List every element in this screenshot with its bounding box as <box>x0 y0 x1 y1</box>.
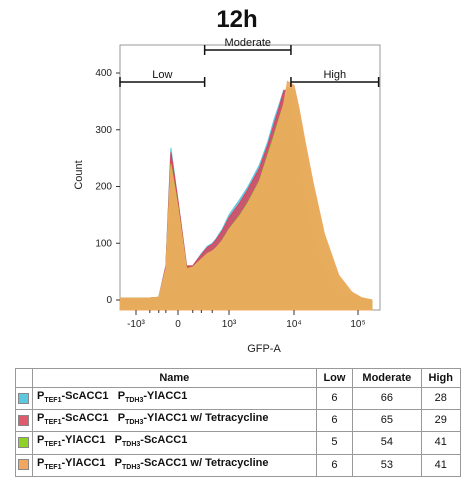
series-layer <box>119 80 373 311</box>
legend-swatch <box>18 437 29 449</box>
high-value: 41 <box>420 453 462 477</box>
strain-name: PTEF1-YlACC1 PTDH3-ScACC1 w/ Tetracyclin… <box>32 453 317 477</box>
table-header-row: Name Low Moderate High <box>15 368 462 388</box>
table-row: PTEF1-ScACC1 PTDH3-YlACC1 w/ Tetracyclin… <box>15 409 462 433</box>
high-value: 28 <box>420 386 462 411</box>
x-tick-label: 0 <box>175 319 181 330</box>
x-axis-label: GFP-A <box>247 343 281 355</box>
table-row: PTEF1-YlACC1 PTDH3-ScACC1 5 54 41 <box>15 431 462 455</box>
x-tick-label: 10³ <box>222 319 237 330</box>
promoter-1: P <box>37 456 45 469</box>
promoter-1: P <box>37 390 45 402</box>
low-value: 6 <box>315 409 354 433</box>
x-tick-label: -10³ <box>127 319 145 330</box>
moderate-value: 54 <box>352 431 422 455</box>
column-header-name: Name <box>32 368 317 388</box>
moderate-value: 66 <box>352 386 422 411</box>
x-tick-label: 10⁵ <box>350 319 365 330</box>
gene-1: -YlACC1 <box>61 456 115 469</box>
strain-name: PTEF1-ScACC1 PTDH3-YlACC1 w/ Tetracyclin… <box>32 409 317 433</box>
swatch-cell <box>15 453 33 477</box>
x-axis: -10³ 0 10³ 10⁴ 10⁵ <box>127 310 366 330</box>
y-tick-label: 400 <box>95 68 112 79</box>
column-header-low: Low <box>315 368 354 388</box>
column-header-moderate: Moderate <box>352 368 422 388</box>
gene-2: -YlACC1 <box>143 390 188 402</box>
low-value: 6 <box>315 453 354 477</box>
y-tick-label: 300 <box>95 125 112 136</box>
legend-swatch <box>18 392 29 404</box>
table-row: PTEF1-YlACC1 PTDH3-ScACC1 w/ Tetracyclin… <box>15 453 462 477</box>
x-tick-label: 10⁴ <box>286 319 301 330</box>
swatch-header <box>15 368 33 388</box>
swatch-cell <box>15 409 33 433</box>
promoter-1-subscript: TEF1 <box>44 463 62 471</box>
histogram-plot: Low Moderate High 0 100 200 300 400 -10³ 0 10³ 10… <box>73 37 381 355</box>
promoter-2: P <box>114 456 122 469</box>
low-value: 5 <box>315 431 354 455</box>
gene-1: -YlACC1 <box>61 434 115 447</box>
high-value: 29 <box>420 409 462 433</box>
table-body: PTEF1-ScACC1 PTDH3-YlACC1 6 66 28 PTEF1-ScAC… <box>15 386 462 477</box>
column-header-high: High <box>420 368 462 388</box>
low-value: 6 <box>315 386 354 411</box>
promoter-1-subscript: TEF1 <box>44 441 62 449</box>
promoter-2-subscript: TDH3 <box>122 441 141 449</box>
moderate-value: 53 <box>352 453 422 477</box>
promoter-1: P <box>37 434 45 447</box>
promoter-2-subscript: TDH3 <box>122 463 141 471</box>
promoter-2-subscript: TDH3 <box>125 397 144 405</box>
strain-name: PTEF1-ScACC1 PTDH3-YlACC1 <box>32 386 317 411</box>
chart-title: 12h <box>216 6 258 33</box>
gate-label-high: High <box>323 69 346 81</box>
table-row: PTEF1-ScACC1 PTDH3-YlACC1 6 66 28 <box>15 386 462 411</box>
gene-2: -YlACC1 w/ Tetracycline <box>143 412 269 425</box>
gate-label-moderate: Moderate <box>225 37 271 49</box>
legend-swatch <box>18 414 29 426</box>
promoter-2: P <box>117 412 126 425</box>
y-tick-label: 100 <box>95 238 112 249</box>
legend-swatch <box>18 459 29 471</box>
moderate-value: 65 <box>352 409 422 433</box>
gene-1: -ScACC1 <box>61 412 118 425</box>
population-table: Name Low Moderate High PTEF1-ScACC1 PTDH… <box>15 368 462 477</box>
strain-name: PTEF1-YlACC1 PTDH3-ScACC1 <box>32 431 317 455</box>
swatch-cell <box>15 431 33 455</box>
promoter-1-subscript: TEF1 <box>44 397 62 405</box>
gene-1: -ScACC1 <box>61 390 118 402</box>
high-value: 41 <box>420 431 462 455</box>
gene-2: -ScACC1 <box>140 434 188 447</box>
gate-layer: Low Moderate High <box>119 37 380 87</box>
swatch-cell <box>15 386 33 411</box>
promoter-2-subscript: TDH3 <box>125 419 144 427</box>
y-axis-label: Count <box>73 160 85 189</box>
y-tick-label: 0 <box>106 295 112 306</box>
promoter-2: P <box>114 434 122 447</box>
gate-label-low: Low <box>152 69 172 81</box>
promoter-2: P <box>117 390 126 402</box>
promoter-1-subscript: TEF1 <box>44 419 62 427</box>
y-tick-label: 200 <box>95 182 112 193</box>
series-area-4 <box>119 80 373 311</box>
promoter-1: P <box>37 412 45 425</box>
y-axis: 0 100 200 300 400 <box>95 68 120 306</box>
gene-2: -ScACC1 w/ Tetracycline <box>140 456 269 469</box>
